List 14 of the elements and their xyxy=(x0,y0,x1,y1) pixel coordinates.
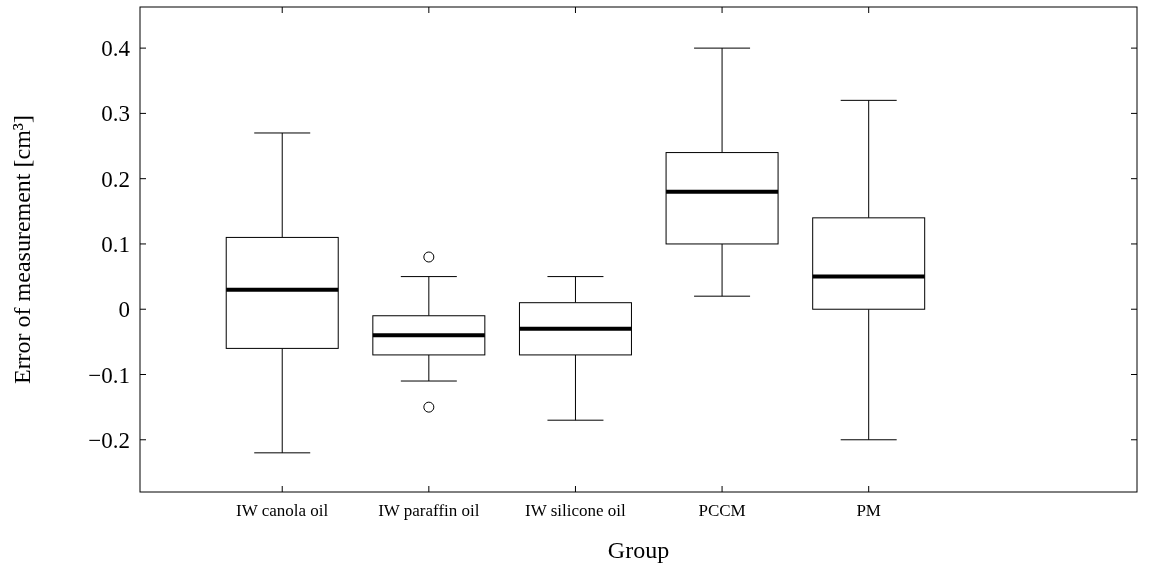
y-tick-label: 0.1 xyxy=(101,232,130,257)
x-tick-label: PCCM xyxy=(698,501,746,520)
y-tick-label: 0.3 xyxy=(101,101,130,127)
y-tick-label: 0.2 xyxy=(101,166,130,192)
y-tick-label: −0.2 xyxy=(88,427,130,453)
y-tick-label: 0 xyxy=(118,297,130,323)
y-tick-label: 0.4 xyxy=(101,36,131,62)
x-tick-label: IW canola oil xyxy=(236,501,329,520)
x-tick-label: IW paraffin oil xyxy=(378,501,480,520)
y-axis-title: Error of measurement [cm³] xyxy=(9,114,35,385)
x-tick-label: PM xyxy=(856,501,881,520)
x-axis-title: Group xyxy=(607,537,670,563)
x-tick-label: IW silicone oil xyxy=(525,501,627,520)
y-tick-label: −0.1 xyxy=(88,362,130,388)
